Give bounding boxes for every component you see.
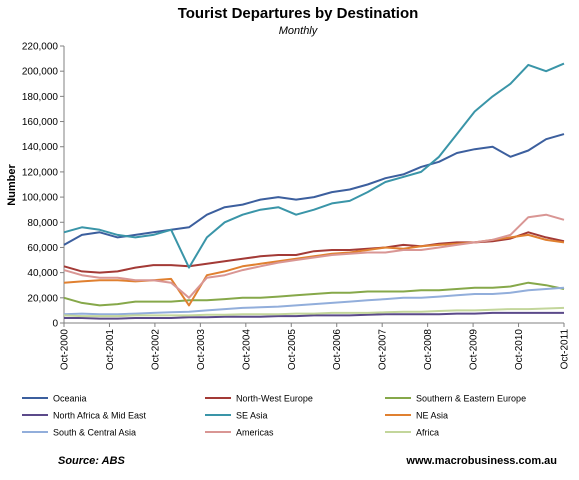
y-tick-label: 140,000 [22, 142, 59, 153]
series-line-north-africa-and-mid-east [64, 311, 564, 320]
chart-title: Tourist Departures by Destination [178, 5, 419, 22]
x-tick-label: Oct-2002 [150, 329, 161, 371]
y-tick-label: 60,000 [27, 243, 58, 254]
legend-label-americas: Americas [236, 428, 274, 438]
y-axis-label: Number [6, 164, 18, 206]
x-tick-label: Oct-2007 [378, 329, 389, 371]
legend: Oceania North-West Europe Southern & Easte… [22, 394, 526, 438]
y-tick-label: 160,000 [22, 117, 59, 128]
x-tick-label: Oct-2010 [514, 329, 525, 371]
legend-label-southern-and-eastern-europe: Southern & Eastern Europe [416, 394, 526, 404]
x-tick-label: Oct-2001 [105, 329, 116, 371]
legend-label-south-and-central-asia: South & Central Asia [53, 428, 136, 438]
y-tick-label: 220,000 [22, 42, 59, 53]
axes [63, 46, 564, 324]
website-credit: www.macrobusiness.com.au [406, 455, 557, 467]
x-tick-label: Oct-2008 [423, 329, 434, 371]
legend-label-north-west-europe: North-West Europe [236, 394, 313, 404]
series-line-southern-and-eastern-europe [63, 281, 565, 307]
series-line-africa [63, 306, 565, 318]
series-line-south-and-central-asia [63, 286, 565, 316]
series-line-americas [63, 213, 565, 299]
legend-label-north-africa-and-mid-east: North Africa & Mid East [53, 411, 147, 421]
y-tick-label: 200,000 [22, 67, 59, 78]
x-axis-ticks: Oct-2000 Oct-2001 Oct-2002 Oct-2003 Oct-2004… [60, 323, 571, 370]
legend-label-africa: Africa [416, 428, 439, 438]
y-tick-label: 20,000 [27, 293, 58, 304]
plot-area [63, 62, 565, 320]
legend-label-oceania: Oceania [53, 394, 87, 404]
y-tick-label: 120,000 [22, 167, 59, 178]
x-tick-label: Oct-2003 [196, 329, 207, 371]
x-tick-label: Oct-2000 [60, 329, 71, 371]
y-tick-label: 40,000 [27, 268, 58, 279]
x-tick-label: Oct-2005 [287, 329, 298, 371]
legend-label-se-asia: SE Asia [236, 411, 268, 421]
y-tick-label: 80,000 [27, 218, 58, 229]
series-line-oceania [63, 133, 565, 246]
x-tick-label: Oct-2011 [560, 329, 571, 370]
y-tick-label: 180,000 [22, 92, 59, 103]
x-tick-label: Oct-2009 [469, 329, 480, 371]
series-line-se-asia [63, 62, 565, 269]
x-tick-label: Oct-2006 [332, 329, 343, 371]
source-note: Source: ABS [58, 455, 125, 467]
y-tick-label: 0 [52, 319, 58, 330]
series-line-north-west-europe [63, 231, 565, 274]
y-axis-ticks: 0 20,000 40,000 60,000 80,000 100,000 120,000 1… [22, 42, 64, 330]
x-tick-label: Oct-2004 [241, 329, 252, 371]
chart-subtitle: Monthly [279, 25, 319, 37]
legend-label-ne-asia: NE Asia [416, 411, 448, 421]
y-tick-label: 100,000 [22, 193, 59, 204]
